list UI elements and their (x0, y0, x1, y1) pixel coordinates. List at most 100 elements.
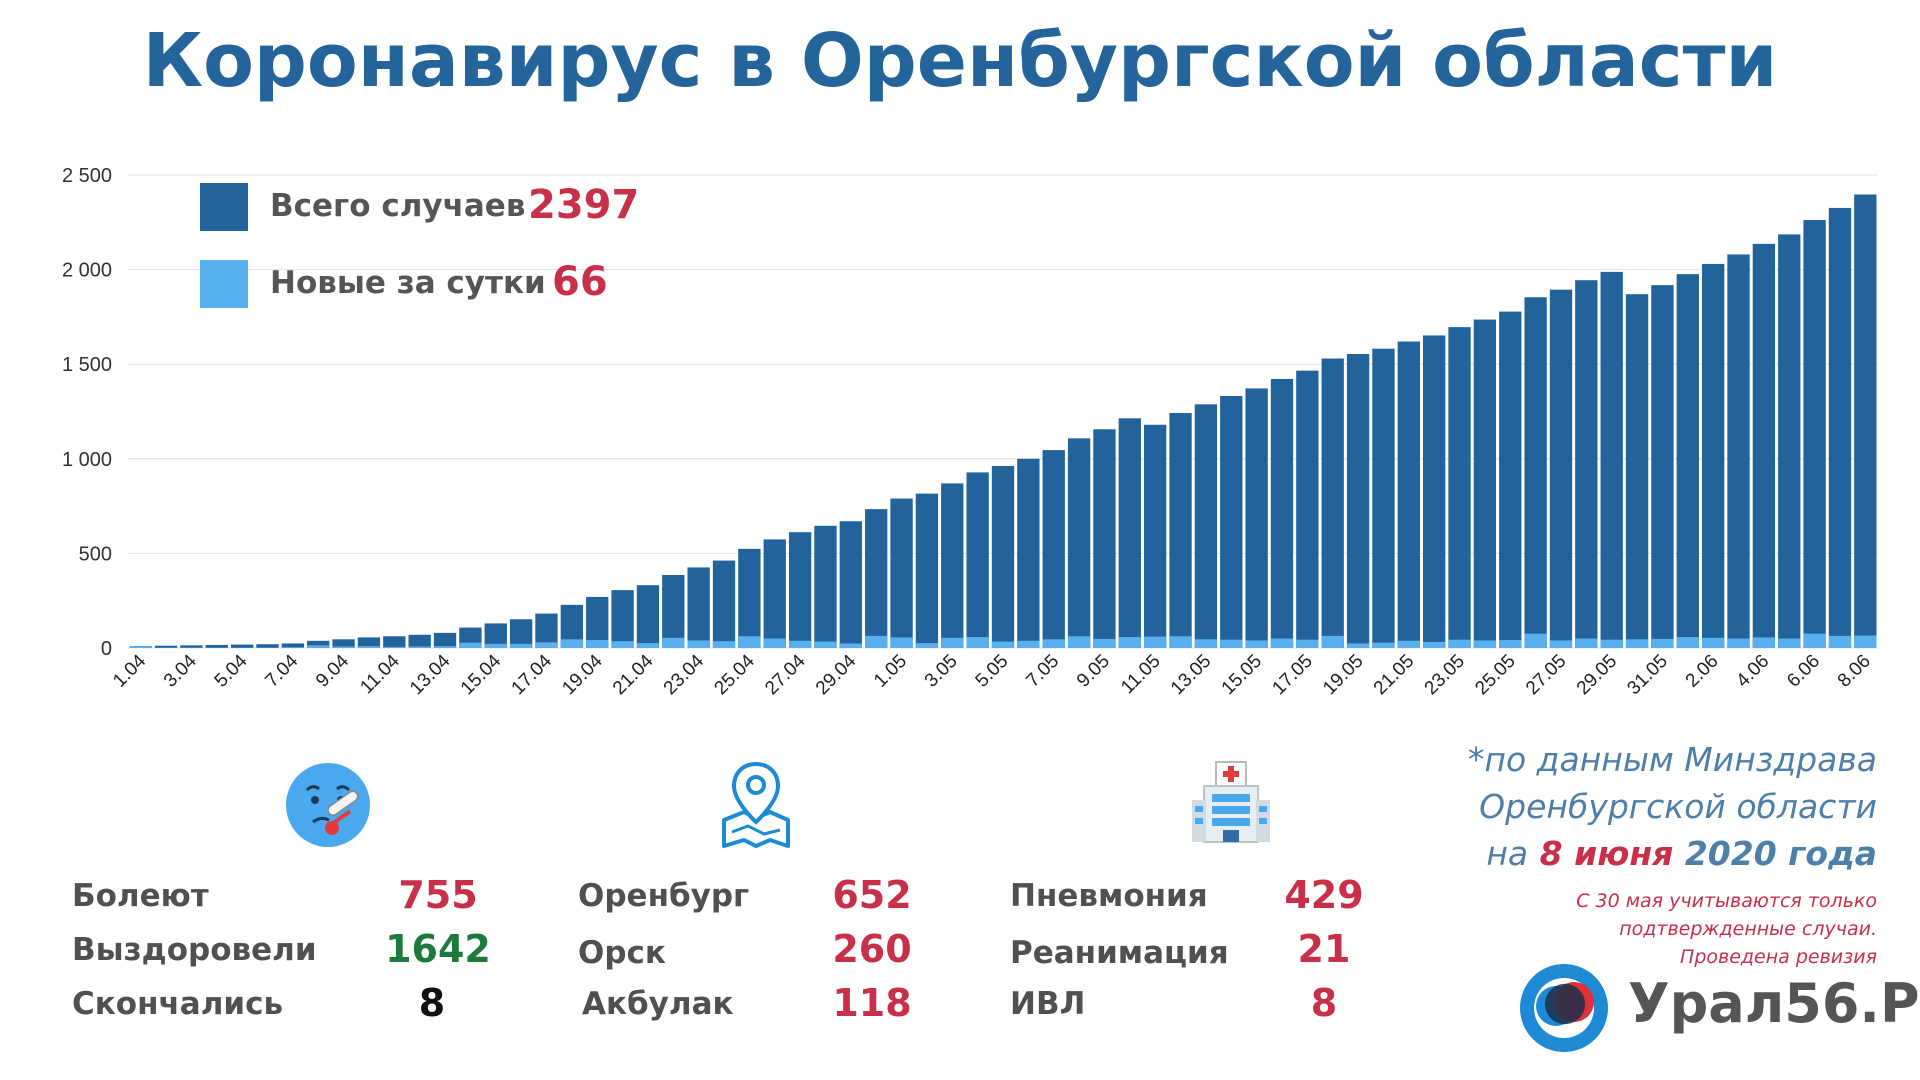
bar-new (788, 640, 812, 648)
bar-total (1727, 254, 1750, 649)
bar-new (662, 637, 685, 648)
bar-total (1346, 353, 1370, 648)
bar-total (763, 539, 786, 648)
x-axis-ticks: 1.04 3.04 5.04 7.04 9.04 11.04 13.04 15.04 17.04… (109, 650, 1875, 699)
stat-label-pneumonia: Пневмония (1010, 878, 1208, 914)
bar-total (1701, 263, 1725, 648)
bar-new (1727, 638, 1750, 648)
bar-total (357, 637, 381, 648)
bar-new (611, 641, 634, 648)
x-tick-label: 29.05 (1573, 651, 1621, 699)
bar-new (1346, 643, 1370, 648)
bar-total (1549, 289, 1573, 648)
note-line-2: подтвержденные случаи. (1619, 918, 1877, 940)
bar-total (611, 590, 634, 648)
stat-label-sick: Болеют (72, 878, 209, 914)
bar-new (307, 645, 330, 648)
bar-total (408, 634, 431, 648)
bar-total (1778, 234, 1801, 648)
bar-new (712, 641, 736, 648)
source-date-suffix: 2020 года (1684, 834, 1877, 873)
bar-total (1499, 311, 1522, 648)
stat-value-akbulak: 118 (832, 981, 912, 1025)
legend-swatch-new (200, 260, 248, 308)
bar-total (1651, 285, 1674, 648)
bar-total (205, 644, 228, 648)
x-tick-label: 8.06 (1834, 651, 1875, 692)
bar-total (1017, 458, 1040, 648)
bar-new (1600, 639, 1623, 648)
x-tick-label: 5.05 (972, 651, 1013, 692)
bar-total (1397, 341, 1420, 648)
bar-new (332, 646, 355, 648)
x-tick-label: 21.04 (609, 650, 658, 699)
x-tick-label: 7.05 (1022, 651, 1063, 692)
bar-new (1854, 635, 1877, 648)
bar-new (357, 646, 381, 648)
stat-value-deaths: 8 (418, 981, 446, 1025)
stat-value-orsk: 260 (832, 927, 912, 971)
stat-label-orsk: Орск (578, 935, 666, 971)
bar-new (1701, 637, 1725, 648)
bar-total (1524, 297, 1547, 648)
x-tick-label: 27.04 (761, 650, 810, 699)
legend-swatch-total (200, 183, 248, 231)
x-tick-label: 31.05 (1623, 651, 1671, 699)
source-line-1: *по данным Минздрава (1467, 740, 1877, 779)
x-tick-label: 6.06 (1783, 651, 1824, 692)
brand-name: Урал56.Ру (1628, 972, 1920, 1035)
x-tick-label: 19.04 (558, 650, 607, 699)
x-tick-label: 27.05 (1522, 651, 1570, 699)
x-tick-label: 23.04 (660, 650, 709, 699)
bar-new (1575, 638, 1598, 648)
stat-value-recovered: 1642 (385, 927, 491, 971)
bar-new (459, 642, 482, 648)
bar-total (1245, 388, 1268, 648)
bar-total (1194, 404, 1218, 648)
bar-new (687, 640, 710, 648)
bar-total (1042, 450, 1065, 648)
bar-new (535, 642, 558, 648)
bar-new (433, 646, 457, 648)
bar-new (839, 643, 862, 648)
bar-total (1575, 280, 1598, 648)
bar-total (839, 521, 862, 648)
bar-new (1270, 638, 1294, 648)
bar-new (1473, 640, 1497, 648)
bar-new (1144, 636, 1167, 648)
stat-label-recovered: Выздоровели (72, 932, 317, 968)
source-date-prefix: на (1486, 834, 1529, 873)
x-tick-label: 13.04 (406, 650, 455, 699)
brand-logo-icon (1520, 964, 1608, 1052)
x-tick-label: 15.05 (1218, 651, 1266, 699)
bar-total (1067, 438, 1091, 648)
bar-new (738, 636, 761, 648)
x-tick-label: 25.04 (710, 650, 759, 699)
source-line-3: на 8 июня 2020 года (1486, 834, 1877, 873)
bar-total (1676, 274, 1699, 648)
bar-total (1296, 370, 1319, 648)
bar-new (915, 643, 939, 648)
bar-total (1828, 207, 1852, 648)
bar-new (1828, 635, 1852, 648)
x-tick-label: 17.05 (1268, 651, 1316, 699)
stat-label-deaths: Скончались (72, 986, 284, 1022)
x-tick-label: 9.05 (1073, 651, 1114, 692)
bar-new (1220, 639, 1243, 648)
bar-new (941, 637, 964, 648)
bar-new (586, 640, 609, 648)
x-tick-label: 7.04 (261, 650, 302, 691)
x-tick-label: 21.05 (1370, 651, 1418, 699)
legend-value-new: 66 (552, 259, 608, 305)
source-date: 8 июня (1539, 834, 1674, 873)
bar-total (180, 645, 203, 648)
stat-value-sick: 755 (398, 873, 478, 917)
x-tick-label: 1.04 (109, 650, 150, 691)
y-tick-label: 1 000 (62, 449, 112, 471)
note-line-1: С 30 мая учитываются только (1576, 890, 1877, 912)
bar-new (1397, 640, 1420, 648)
stat-value-pneumonia: 429 (1284, 873, 1364, 917)
bar-new (560, 639, 583, 648)
bar-total (788, 532, 812, 648)
